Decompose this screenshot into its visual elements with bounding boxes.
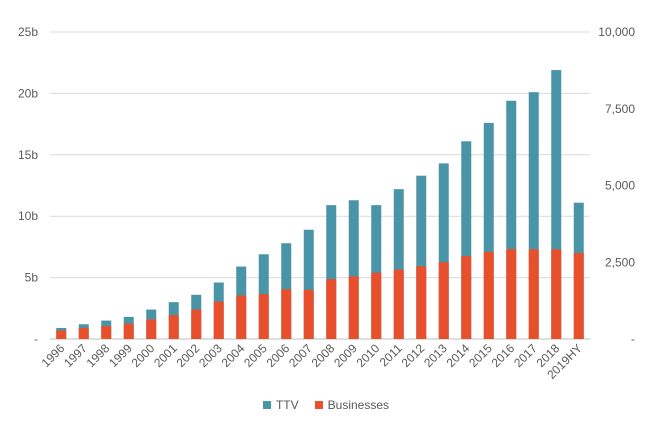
bar-ttv	[461, 141, 472, 339]
bar-ttv	[506, 100, 517, 339]
legend-swatch-ttv	[262, 401, 271, 409]
right-tick-label: 10,000	[598, 25, 635, 39]
left-tick-label: 20b	[18, 86, 38, 100]
x-tick-label: 1999	[106, 341, 135, 370]
x-tick-label: 2001	[151, 341, 180, 370]
bar-businesses	[348, 276, 359, 339]
legend-item-ttv: TTV	[262, 398, 299, 412]
bar-businesses	[461, 256, 472, 339]
bar-businesses	[326, 279, 337, 339]
left-axis: - 5b 10b 15b 20b 25b	[18, 25, 38, 346]
left-tick-label: 5b	[25, 271, 39, 285]
bars	[56, 70, 584, 340]
bar-businesses	[393, 269, 404, 339]
x-tick-label: 2005	[241, 341, 270, 370]
bar-ttv	[483, 122, 494, 339]
x-tick-label: 2016	[489, 341, 518, 370]
legend-item-businesses: Businesses	[314, 398, 390, 412]
bar-businesses	[371, 272, 382, 339]
bar-businesses	[236, 295, 247, 339]
bar-businesses	[78, 327, 89, 339]
left-tick-label: -	[34, 332, 38, 346]
x-tick-label: 2014	[444, 341, 473, 370]
x-tick-label: 2011	[377, 341, 405, 369]
bar-ttv	[303, 229, 314, 339]
bar-ttv	[438, 163, 449, 339]
gridlines	[50, 31, 590, 340]
bar-ttv	[551, 70, 562, 340]
left-tick-label: 25b	[18, 25, 38, 39]
bar-businesses	[101, 326, 112, 339]
x-tick-label: 2000	[129, 341, 158, 370]
bar-businesses	[506, 249, 517, 339]
bar-businesses	[146, 319, 157, 339]
bar-businesses	[123, 323, 134, 339]
x-tick-label: 1996	[39, 341, 68, 370]
bar-ttv	[416, 175, 427, 339]
x-tick-label: 2017	[511, 341, 540, 370]
x-axis: 1996199719981999200020012002200320042005…	[39, 341, 585, 382]
x-tick-label: 2012	[399, 341, 428, 370]
bar-ttv	[348, 200, 359, 339]
bar-businesses	[281, 289, 292, 339]
left-tick-label: 15b	[18, 148, 38, 162]
bar-businesses	[213, 301, 224, 339]
bar-businesses	[258, 294, 269, 339]
legend: TTV Businesses	[0, 398, 652, 412]
bar-ttv	[326, 205, 337, 339]
right-tick-label: -	[631, 332, 635, 346]
legend-swatch-businesses	[314, 401, 323, 409]
right-tick-label: 2,500	[605, 255, 635, 269]
bar-ttv	[528, 92, 539, 339]
left-tick-label: 10b	[18, 209, 38, 223]
bar-businesses	[416, 266, 427, 339]
x-tick-label: 1998	[84, 341, 113, 370]
right-tick-label: 5,000	[605, 179, 635, 193]
bar-businesses	[168, 315, 179, 339]
right-axis: - 2,500 5,000 7,500 10,000	[598, 25, 635, 346]
bar-businesses	[303, 289, 314, 339]
bar-ttv	[393, 189, 404, 339]
bar-businesses	[551, 249, 562, 339]
x-tick-label: 2010	[354, 341, 383, 370]
bar-ttv	[371, 205, 382, 339]
x-tick-label: 2004	[219, 341, 248, 370]
x-tick-label: 2013	[421, 341, 450, 370]
x-tick-label: 2008	[309, 341, 338, 370]
bar-businesses	[191, 309, 202, 339]
bar-businesses	[483, 251, 494, 339]
x-tick-label: 2015	[466, 341, 495, 370]
bar-businesses	[56, 330, 67, 339]
legend-label-ttv: TTV	[275, 398, 299, 412]
x-tick-label: 2002	[174, 341, 203, 370]
bar-businesses	[528, 249, 539, 339]
x-tick-label: 2006	[264, 341, 293, 370]
x-tick-label: 2009	[331, 341, 360, 370]
x-tick-label: 2007	[286, 341, 315, 370]
legend-label-businesses: Businesses	[327, 398, 390, 412]
x-tick-label: 2003	[196, 341, 225, 370]
bar-businesses	[438, 262, 449, 339]
x-tick-label: 1997	[61, 341, 90, 370]
right-tick-label: 7,500	[605, 102, 635, 116]
bar-businesses	[573, 253, 584, 339]
